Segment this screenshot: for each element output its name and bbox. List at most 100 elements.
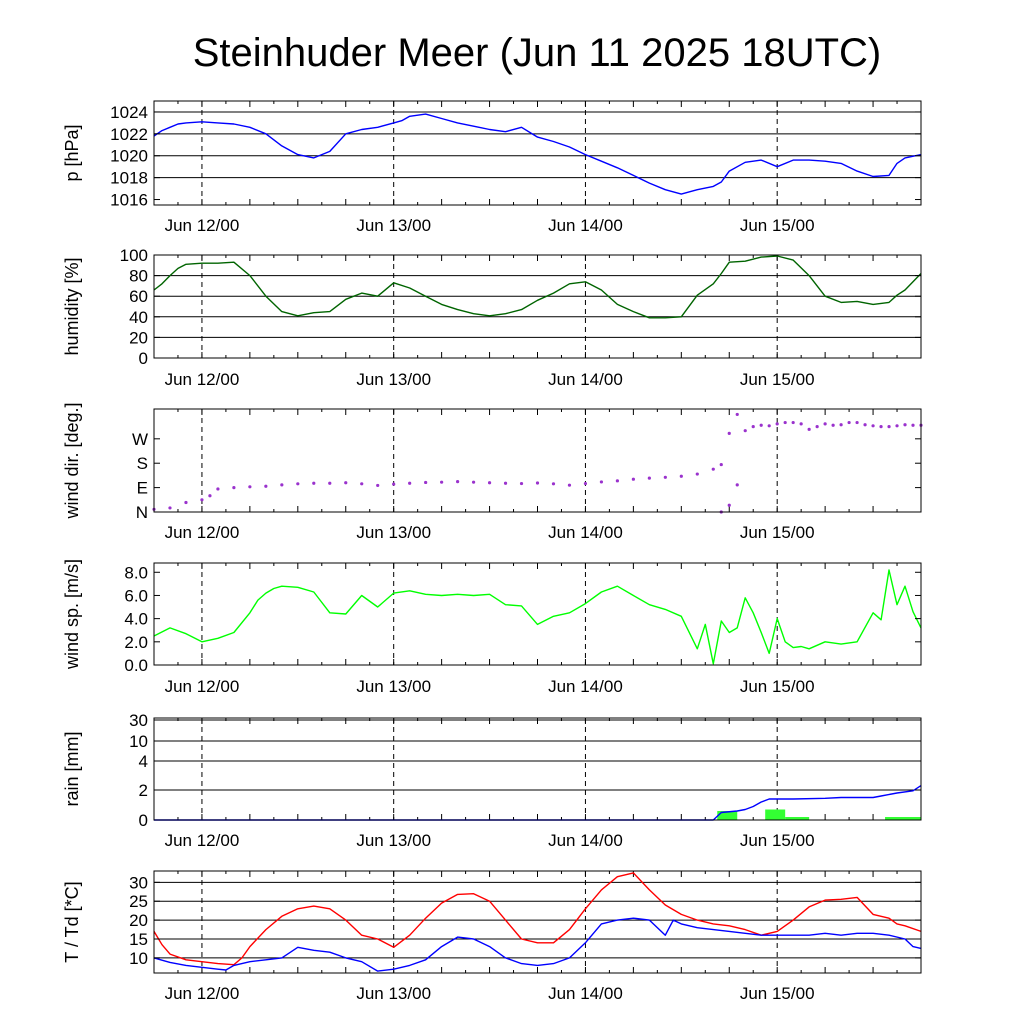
rain-bar — [717, 811, 738, 820]
wind-dir-point — [456, 480, 460, 484]
wind-dir-point — [799, 422, 803, 426]
panel-frame — [153, 254, 922, 359]
wind-dir-point — [376, 483, 380, 488]
y-tick-label: 0 — [139, 349, 148, 368]
x-tick-label: Jun 14/00 — [548, 370, 623, 389]
y-tick-label: 80 — [129, 267, 148, 286]
x-tick-label: Jun 12/00 — [165, 216, 240, 235]
wind-dir-point — [695, 472, 699, 476]
x-tick-label: Jun 14/00 — [548, 831, 623, 850]
x-tick-label: Jun 12/00 — [165, 831, 240, 850]
wind-dir-point — [847, 420, 851, 425]
wind-dir-point — [791, 420, 795, 425]
x-tick-label: Jun 14/00 — [548, 523, 623, 542]
wind_speed-series-0 — [153, 569, 922, 665]
wind-dir-point — [232, 486, 236, 490]
wind-dir-point — [743, 429, 747, 433]
rain-bar — [785, 817, 810, 820]
wind-dir-point — [831, 423, 835, 427]
x-tick-label: Jun 14/00 — [548, 984, 623, 1003]
wind-dir-point — [711, 467, 715, 471]
wind-dir-point — [863, 423, 867, 427]
x-tick-label: Jun 15/00 — [740, 216, 815, 235]
y-tick-label: 10 — [129, 732, 148, 751]
y-tick-label: 100 — [120, 246, 148, 265]
wind-dir-point — [823, 422, 827, 426]
y-tick-label: 30 — [129, 711, 148, 730]
y-tick-label: 15 — [129, 930, 148, 949]
y-tick-label: E — [137, 479, 148, 498]
wind-dir-point — [248, 485, 252, 489]
y-tick-label: 25 — [129, 892, 148, 911]
wind-dir-point — [751, 425, 755, 429]
humidity-series-0 — [153, 255, 922, 319]
y-tick-label: 1016 — [110, 191, 148, 210]
panel-frame — [153, 408, 922, 513]
x-tick-label: Jun 15/00 — [740, 370, 815, 389]
y-axis-label: humidity [%] — [62, 257, 82, 355]
rain-series-0 — [154, 785, 922, 821]
panel-frame — [153, 717, 922, 821]
x-tick-label: Jun 15/00 — [740, 984, 815, 1003]
wind-dir-point — [280, 483, 284, 487]
rain-bar — [765, 809, 786, 820]
x-tick-label: Jun 13/00 — [356, 370, 431, 389]
y-tick-label: 0 — [139, 811, 148, 830]
wind-dir-point — [424, 480, 428, 485]
wind-dir-point — [647, 476, 651, 480]
x-tick-label: Jun 13/00 — [356, 831, 431, 850]
x-tick-label: Jun 13/00 — [356, 523, 431, 542]
wind-dir-point — [216, 487, 220, 491]
wind-dir-point — [727, 431, 731, 435]
y-tick-label: 8.0 — [124, 563, 148, 582]
wind-dir-point — [344, 481, 348, 485]
y-axis-label: wind dir. [deg.] — [62, 402, 82, 519]
wind-dir-point — [887, 425, 891, 429]
wind-dir-point — [615, 479, 619, 483]
y-tick-label: 10 — [129, 949, 148, 968]
x-tick-label: Jun 15/00 — [740, 523, 815, 542]
wind-dir-point — [783, 420, 787, 425]
x-tick-label: Jun 15/00 — [740, 831, 815, 850]
wind-dir-point — [184, 500, 188, 505]
y-tick-label: 6.0 — [124, 586, 148, 605]
wind-dir-point — [775, 422, 779, 426]
wind-dir-point — [807, 427, 811, 431]
wind-dir-point — [855, 420, 859, 425]
panel-pressure: 1016 1018 1020 1022 1024 p [hPa] Jun 12/00 Jun … — [62, 100, 922, 235]
wind-dir-point — [296, 482, 300, 486]
temperature-series-T — [153, 872, 922, 966]
y-tick-label: 1020 — [110, 147, 148, 166]
panel-rain: 0 2 410 30 rain [mm] Jun 12/00 Jun 13/00 Jun 14… — [62, 711, 922, 850]
wind-dir-point — [440, 480, 444, 484]
panel-wind_speed: 0.0 2.0 4.0 6.0 8.0 wind sp. [m/s] Jun 12/00 Ju… — [62, 559, 922, 696]
wind-dir-point — [567, 483, 572, 487]
wind-dir-point — [759, 423, 763, 427]
y-tick-label: 1024 — [110, 103, 148, 122]
wind-dir-point — [735, 483, 739, 487]
temperature-series-Td — [153, 917, 922, 972]
wind-dir-point — [727, 503, 731, 507]
x-tick-label: Jun 13/00 — [356, 984, 431, 1003]
y-tick-label: 2.0 — [124, 633, 148, 652]
wind-dir-point — [168, 506, 172, 510]
rain-bar — [885, 817, 921, 820]
wind-dir-point — [503, 481, 508, 485]
panel-frame — [153, 870, 922, 974]
wind-dir-point — [200, 498, 204, 502]
wind-dir-point — [839, 423, 843, 427]
y-tick-label: 20 — [129, 911, 148, 930]
wind-dir-point — [264, 484, 268, 488]
wind-dir-point — [879, 425, 883, 429]
wind-dir-point — [583, 481, 588, 486]
y-tick-label: 1022 — [110, 125, 148, 144]
wind-dir-point — [599, 480, 604, 484]
chart-title: Steinhuder Meer (Jun 11 2025 18UTC) — [193, 31, 882, 75]
y-tick-label: 40 — [129, 308, 148, 327]
x-tick-label: Jun 14/00 — [548, 677, 623, 696]
panel-frame — [153, 562, 922, 666]
y-tick-label: 20 — [129, 328, 148, 347]
